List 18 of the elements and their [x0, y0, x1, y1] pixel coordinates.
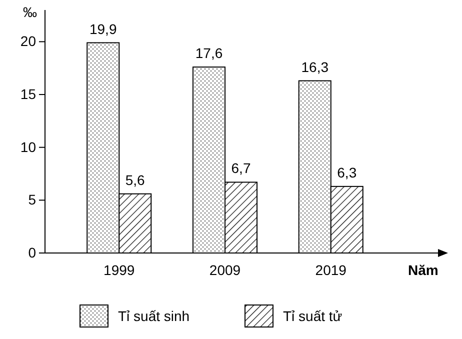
data-label: 6,7 — [231, 160, 251, 176]
data-label: 17,6 — [195, 45, 223, 62]
legend-label: Tỉ suất tử — [283, 308, 342, 324]
legend-label: Tỉ suất sinh — [118, 308, 190, 324]
y-tick-label: 10 — [20, 138, 36, 155]
y-tick-label: 20 — [20, 33, 36, 50]
y-axis-title: ‰ — [23, 4, 37, 20]
x-tick-label: 1999 — [104, 262, 135, 278]
x-tick-label: 2009 — [209, 262, 241, 278]
data-label: 6,3 — [337, 164, 357, 180]
data-label: 16,3 — [301, 58, 329, 75]
y-tick-label: 15 — [20, 86, 36, 102]
x-tick-label: 2019 — [315, 262, 347, 278]
y-tick-label: 5 — [28, 192, 36, 208]
y-tick-label: 0 — [28, 244, 36, 260]
x-axis-title: Năm — [408, 262, 438, 278]
data-label: 19,9 — [89, 20, 117, 37]
data-label: 5,6 — [125, 172, 146, 188]
